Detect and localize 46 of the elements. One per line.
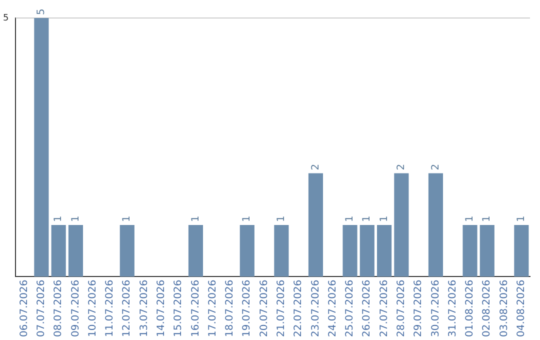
data-label: 1 [242, 216, 253, 222]
x-tick-label: 06.07.2026 [18, 280, 30, 338]
x-tick-label: 29.07.2026 [413, 280, 424, 338]
x-tick-label: 25.07.2026 [344, 280, 356, 338]
x-tick-label: 11.07.2026 [104, 280, 116, 338]
data-label: 1 [344, 216, 356, 222]
x-tick-label: 20.07.2026 [258, 280, 270, 338]
x-tick-label: 14.07.2026 [156, 280, 168, 338]
x-tick-label: 24.07.2026 [327, 280, 338, 338]
x-tick-label: 01.08.2026 [464, 280, 476, 338]
data-label: 1 [122, 216, 133, 222]
data-label: 5 [36, 8, 48, 15]
x-tick-label: 31.07.2026 [447, 280, 458, 338]
data-label: 1 [378, 216, 390, 222]
x-tick-label: 07.07.2026 [36, 280, 48, 338]
x-tick-label: 28.07.2026 [396, 280, 408, 338]
x-tick-label: 03.08.2026 [498, 280, 510, 338]
x-tick-label: 27.07.2026 [378, 280, 390, 338]
x-tick-label: 04.08.2026 [516, 280, 528, 338]
x-tick-label: 10.07.2026 [87, 280, 98, 338]
x-tick-label: 18.07.2026 [224, 280, 236, 338]
data-label: 1 [70, 216, 82, 222]
data-label: 1 [53, 216, 64, 222]
x-tick-label: 12.07.2026 [122, 280, 133, 338]
data-label: 2 [396, 164, 408, 170]
x-tick-label: 13.07.2026 [138, 280, 150, 338]
data-label: 1 [482, 216, 493, 222]
data-label: 1 [516, 216, 528, 222]
x-tick-label: 22.07.2026 [293, 280, 304, 338]
x-tick-label: 09.07.2026 [70, 280, 82, 338]
data-label: 1 [190, 216, 202, 222]
data-label: 1 [362, 216, 373, 222]
x-tick-label: 02.08.2026 [482, 280, 493, 338]
x-tick-label: 16.07.2026 [190, 280, 202, 338]
x-tick-label: 30.07.2026 [430, 280, 442, 338]
x-tick-label: 26.07.2026 [362, 280, 373, 338]
x-tick-label: 21.07.2026 [276, 280, 288, 338]
x-tick-label: 23.07.2026 [310, 280, 322, 338]
x-tick-label: 08.07.2026 [53, 280, 64, 338]
data-label: 2 [310, 164, 322, 170]
x-tick-label: 17.07.2026 [207, 280, 218, 338]
data-label: 2 [430, 164, 442, 170]
data-label: 1 [464, 216, 476, 222]
x-tick-label: 15.07.2026 [173, 280, 184, 338]
data-label: 1 [276, 216, 288, 222]
x-tick-label: 19.07.2026 [242, 280, 253, 338]
